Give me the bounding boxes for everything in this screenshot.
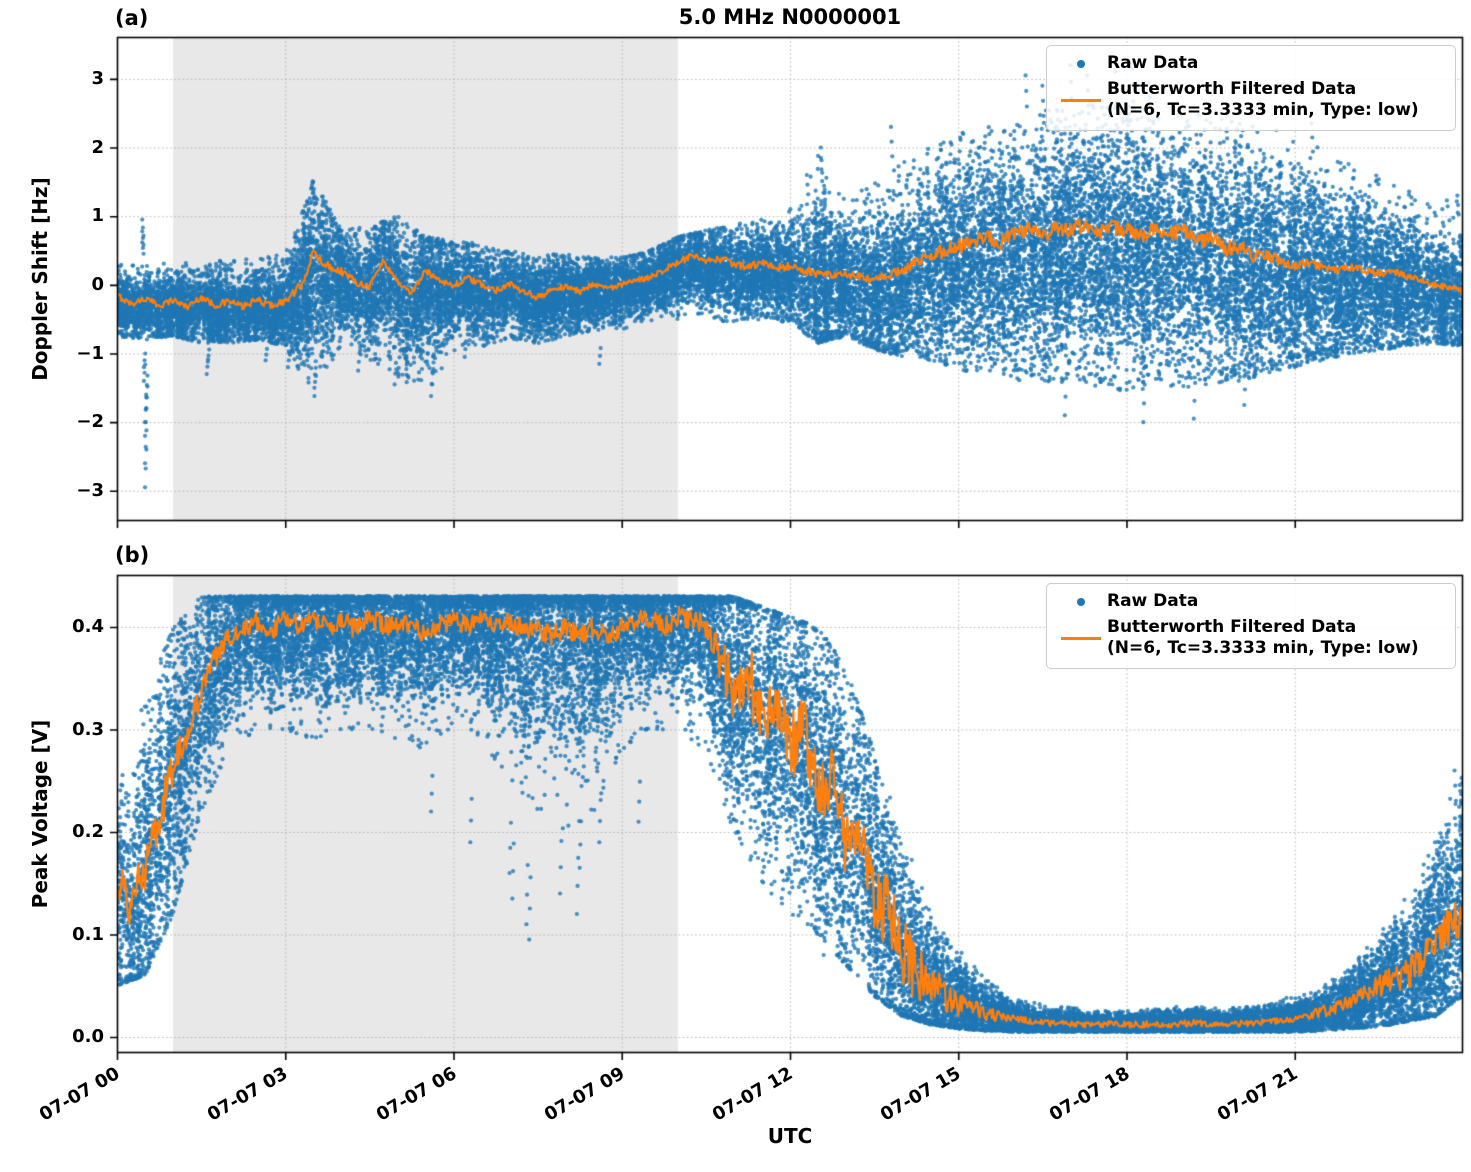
legend-a: Raw Data Butterworth Filtered Data (N=6,… bbox=[1046, 45, 1456, 131]
y-tick-label-a-0: 3 bbox=[91, 68, 104, 89]
legend-a-filtered-label: Butterworth Filtered Data (N=6, Tc=3.333… bbox=[1107, 79, 1419, 121]
legend-b-filtered-label: Butterworth Filtered Data (N=6, Tc=3.333… bbox=[1107, 617, 1419, 659]
panel-a-tag: (a) bbox=[115, 6, 149, 30]
y-tick-label-b-3: 0.1 bbox=[72, 924, 104, 945]
legend-b: Raw Data Butterworth Filtered Data (N=6,… bbox=[1046, 583, 1456, 669]
y-tick-label-b-0: 0.4 bbox=[72, 616, 104, 637]
y-tick-label-b-4: 0.0 bbox=[72, 1026, 104, 1047]
raw-data-marker-icon bbox=[1055, 597, 1107, 606]
legend-b-raw-entry: Raw Data bbox=[1055, 591, 1445, 612]
legend-b-raw-label: Raw Data bbox=[1107, 591, 1199, 611]
legend-a-filtered-entry: Butterworth Filtered Data (N=6, Tc=3.333… bbox=[1055, 79, 1445, 121]
raw-data-marker-icon bbox=[1055, 59, 1107, 68]
legend-a-filtered-line1: Butterworth Filtered Data bbox=[1107, 79, 1357, 99]
y-tick-label-a-1: 2 bbox=[91, 137, 104, 158]
chart-title: 5.0 MHz N0000001 bbox=[678, 5, 902, 29]
y-tick-label-a-5: −2 bbox=[76, 411, 104, 432]
panel-b-tag: (b) bbox=[115, 543, 150, 567]
legend-a-raw-entry: Raw Data bbox=[1055, 53, 1445, 74]
filtered-line-marker-icon bbox=[1055, 636, 1107, 640]
legend-a-filtered-line2: (N=6, Tc=3.3333 min, Type: low) bbox=[1107, 100, 1419, 120]
y-tick-label-a-4: −1 bbox=[76, 343, 104, 364]
y-tick-label-a-6: −3 bbox=[76, 480, 104, 501]
legend-a-raw-label: Raw Data bbox=[1107, 53, 1199, 73]
legend-b-filtered-line1: Butterworth Filtered Data bbox=[1107, 617, 1357, 637]
y-tick-label-b-1: 0.3 bbox=[72, 719, 104, 740]
legend-b-filtered-line2: (N=6, Tc=3.3333 min, Type: low) bbox=[1107, 638, 1419, 658]
y-axis-label-b: Peak Voltage [V] bbox=[28, 719, 52, 909]
x-axis-label: UTC bbox=[767, 1124, 813, 1148]
legend-b-filtered-entry: Butterworth Filtered Data (N=6, Tc=3.333… bbox=[1055, 617, 1445, 659]
y-tick-label-b-2: 0.2 bbox=[72, 821, 104, 842]
filtered-line-marker-icon bbox=[1055, 98, 1107, 102]
y-tick-label-a-3: 0 bbox=[91, 274, 104, 295]
y-tick-label-a-2: 1 bbox=[91, 205, 104, 226]
